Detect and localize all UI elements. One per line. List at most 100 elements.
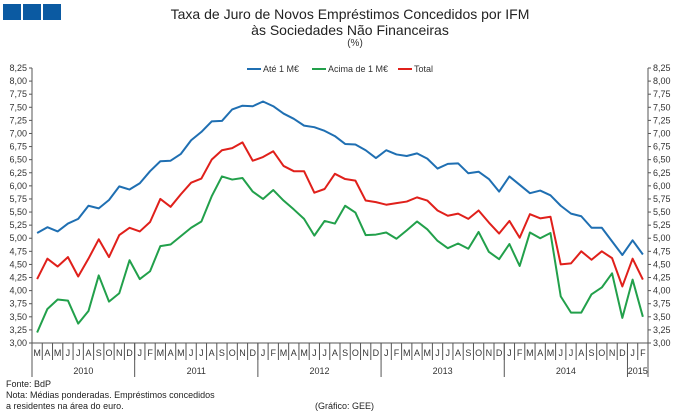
month-label: J xyxy=(558,348,563,358)
y-tick-label-left: 6,00 xyxy=(9,181,27,191)
month-label: J xyxy=(569,348,574,358)
month-label: A xyxy=(414,348,420,358)
y-tick-label-right: 4,50 xyxy=(653,259,671,269)
month-label: A xyxy=(578,348,584,358)
y-tick-label-right: 6,50 xyxy=(653,155,671,165)
month-label: N xyxy=(609,348,616,358)
month-label: S xyxy=(96,348,102,358)
month-label: A xyxy=(85,348,91,358)
y-tick-label-right: 7,25 xyxy=(653,115,671,125)
month-label: S xyxy=(589,348,595,358)
y-tick-label-left: 7,75 xyxy=(9,89,27,99)
y-tick-label-left: 4,50 xyxy=(9,259,27,269)
month-label: A xyxy=(537,348,543,358)
y-tick-label-left: 8,00 xyxy=(9,76,27,86)
month-label: D xyxy=(373,348,380,358)
footer-note-1: Nota: Médias ponderadas. Empréstimos con… xyxy=(6,390,215,400)
y-tick-label-right: 5,75 xyxy=(653,194,671,204)
footer-note-2: a residentes na área do euro. xyxy=(6,401,124,411)
y-tick-label-left: 3,50 xyxy=(9,312,27,322)
month-label: D xyxy=(249,348,256,358)
month-label: J xyxy=(507,348,512,358)
footer-credit: (Gráfico: GEE) xyxy=(315,401,375,411)
year-label: 2014 xyxy=(556,366,576,376)
title-line-1: Taxa de Juro de Novos Empréstimos Conced… xyxy=(170,6,530,22)
y-tick-label-right: 8,00 xyxy=(653,76,671,86)
y-tick-label-right: 8,25 xyxy=(653,63,671,73)
month-label: O xyxy=(229,348,236,358)
month-label: M xyxy=(403,348,411,358)
y-tick-label-left: 5,25 xyxy=(9,220,27,230)
month-label: N xyxy=(239,348,246,358)
y-tick-label-left: 4,00 xyxy=(9,286,27,296)
year-label: 2010 xyxy=(73,366,93,376)
month-label: J xyxy=(261,348,266,358)
y-tick-label-left: 7,00 xyxy=(9,128,27,138)
month-label: S xyxy=(219,348,225,358)
month-label: S xyxy=(342,348,348,358)
y-tick-label-right: 3,75 xyxy=(653,299,671,309)
title-line-2: às Sociedades Não Financeiras xyxy=(251,22,449,38)
month-label: J xyxy=(66,348,71,358)
month-label: J xyxy=(435,348,440,358)
y-tick-label-right: 4,75 xyxy=(653,246,671,256)
y-tick-label-left: 3,00 xyxy=(9,338,27,348)
month-label: A xyxy=(168,348,174,358)
month-label: M xyxy=(424,348,432,358)
month-label: A xyxy=(291,348,297,358)
y-tick-label-right: 4,00 xyxy=(653,286,671,296)
month-label: M xyxy=(54,348,62,358)
footer-source: Fonte: BdP xyxy=(6,379,52,389)
month-label: J xyxy=(384,348,389,358)
month-label: O xyxy=(105,348,112,358)
y-tick-label-left: 7,50 xyxy=(9,102,27,112)
y-tick-label-left: 6,25 xyxy=(9,168,27,178)
month-label: A xyxy=(332,348,338,358)
month-label: O xyxy=(352,348,359,358)
y-tick-label-right: 7,50 xyxy=(653,102,671,112)
y-tick-label-left: 4,75 xyxy=(9,246,27,256)
year-label: 2015 xyxy=(628,366,648,376)
month-label: J xyxy=(312,348,317,358)
month-label: D xyxy=(496,348,503,358)
month-label: N xyxy=(116,348,123,358)
y-tick-label-right: 3,25 xyxy=(653,325,671,335)
y-tick-label-right: 5,00 xyxy=(653,233,671,243)
y-tick-label-right: 7,00 xyxy=(653,128,671,138)
month-label: F xyxy=(394,348,400,358)
month-label: O xyxy=(598,348,605,358)
month-label: J xyxy=(199,348,204,358)
month-label: N xyxy=(362,348,369,358)
month-label: N xyxy=(486,348,493,358)
y-tick-label-left: 6,50 xyxy=(9,155,27,165)
y-tick-label-left: 6,75 xyxy=(9,142,27,152)
month-label: M xyxy=(177,348,185,358)
legend-label-0: Até 1 M€ xyxy=(263,64,299,74)
month-label: J xyxy=(446,348,451,358)
y-tick-label-left: 3,75 xyxy=(9,299,27,309)
month-label: J xyxy=(76,348,81,358)
series-line-2 xyxy=(36,141,644,288)
month-label: F xyxy=(517,348,523,358)
month-label: A xyxy=(209,348,215,358)
y-tick-label-left: 5,50 xyxy=(9,207,27,217)
month-label: J xyxy=(630,348,635,358)
y-tick-label-right: 7,75 xyxy=(653,89,671,99)
legend-label-1: Acima de 1 M€ xyxy=(328,64,388,74)
year-label: 2013 xyxy=(433,366,453,376)
month-label: M xyxy=(280,348,288,358)
series-line-1 xyxy=(36,175,644,333)
month-label: J xyxy=(322,348,327,358)
series-line-0 xyxy=(36,100,644,256)
y-tick-label-left: 7,25 xyxy=(9,115,27,125)
month-label: S xyxy=(465,348,471,358)
y-tick-label-left: 5,00 xyxy=(9,233,27,243)
y-tick-label-right: 6,75 xyxy=(653,142,671,152)
month-label: F xyxy=(271,348,277,358)
chart-title: Taxa de Juro de Novos Empréstimos Conced… xyxy=(0,6,681,38)
unit-label: (%) xyxy=(347,38,363,49)
month-label: M xyxy=(33,348,41,358)
month-label: A xyxy=(455,348,461,358)
y-tick-label-right: 6,25 xyxy=(653,168,671,178)
